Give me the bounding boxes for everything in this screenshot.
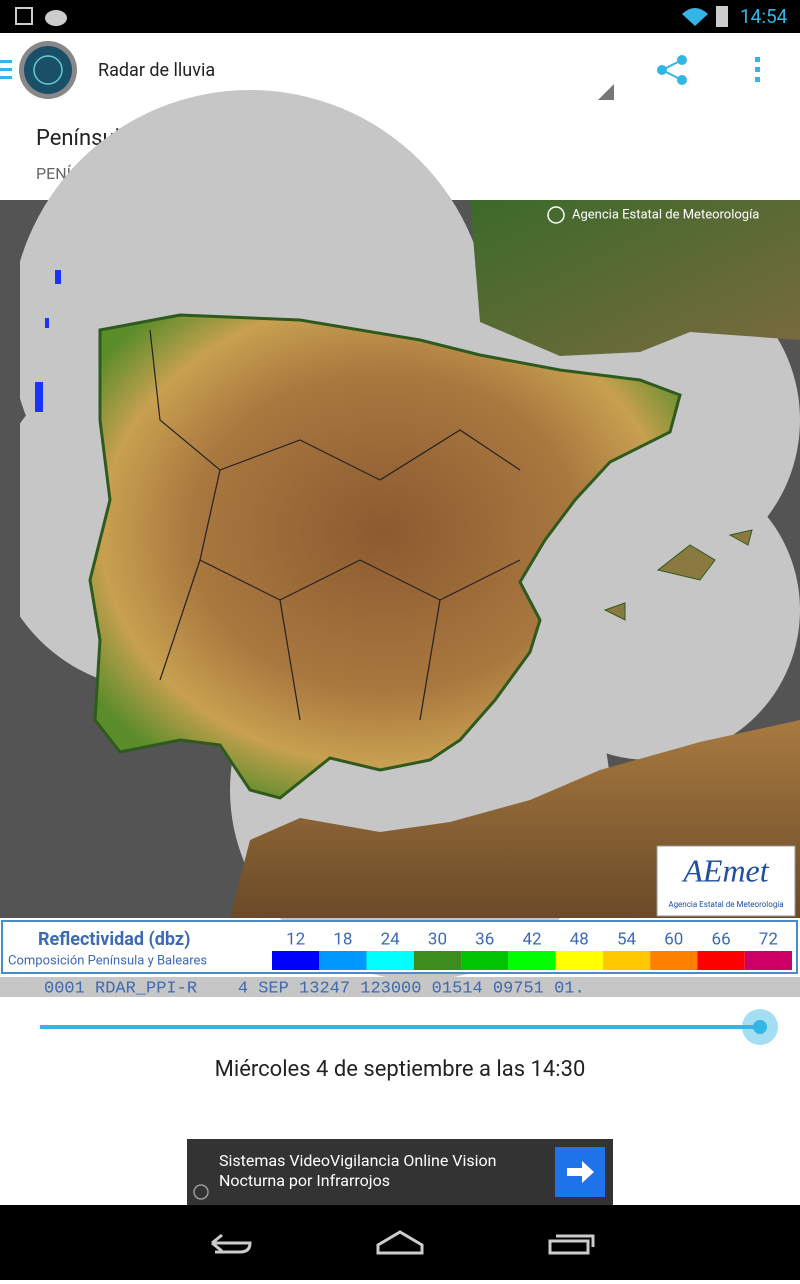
android-icon xyxy=(45,10,67,26)
share-button[interactable] xyxy=(657,55,687,85)
legend-level: 36 xyxy=(475,929,494,949)
legend-level: 60 xyxy=(664,929,683,949)
back-button[interactable] xyxy=(211,1233,252,1254)
legend-swatch xyxy=(366,951,414,970)
legend-level: 54 xyxy=(617,929,637,949)
status-bar xyxy=(0,0,800,33)
drawer-icon[interactable] xyxy=(0,60,12,79)
legend-swatch xyxy=(650,951,698,970)
legend-swatch xyxy=(744,951,792,970)
legend-level: 66 xyxy=(712,929,731,949)
spinner-arrow[interactable] xyxy=(598,84,614,100)
logo-subtitle: Agencia Estatal de Meteorología xyxy=(668,900,783,909)
legend-level: 42 xyxy=(522,929,541,949)
legend-swatch xyxy=(319,951,367,970)
legend-swatch xyxy=(413,951,462,970)
legend-swatch xyxy=(697,951,745,970)
timestamp: Miércoles 4 de septiembre a las 14:30 xyxy=(215,1057,586,1082)
nav-bar xyxy=(0,1205,800,1280)
ad-text: Sistemas VideoVigilancia Online Vision xyxy=(219,1151,496,1170)
overflow-menu[interactable] xyxy=(755,57,760,82)
legend-subtitle: Composición Península y Baleares xyxy=(8,953,207,968)
ticker: 0001 RDAR_PPI-R 4 SEP 13247 123000 01514… xyxy=(44,979,585,998)
ad-text: Nocturna por Infrarrojos xyxy=(219,1171,390,1190)
wifi-icon xyxy=(682,8,708,26)
legend-level: 30 xyxy=(428,929,447,949)
radar-map: Agencia Estatal de Meteorología AEmet Ag… xyxy=(0,90,800,980)
legend-level: 48 xyxy=(570,929,589,949)
clock: 14:54 xyxy=(740,5,788,28)
home-button[interactable] xyxy=(376,1230,424,1255)
download-icon xyxy=(15,7,33,25)
legend-level: 72 xyxy=(759,929,778,949)
legend: Reflectividad (dbz) Composición Penínsul… xyxy=(1,920,798,974)
ticker-bar xyxy=(0,977,800,997)
battery-icon xyxy=(716,6,728,27)
app-title: Radar de lluvia xyxy=(98,60,215,81)
legend-level: 12 xyxy=(286,929,305,949)
map-attribution: Agencia Estatal de Meteorología xyxy=(572,207,759,222)
legend-level: 18 xyxy=(333,929,352,949)
legend-swatch xyxy=(555,951,603,970)
aemet-logo xyxy=(656,845,796,917)
legend-title: Reflectividad (dbz) xyxy=(38,929,190,950)
legend-swatch xyxy=(508,951,556,970)
legend-level: 24 xyxy=(381,929,401,949)
legend-swatch xyxy=(272,951,320,970)
time-slider[interactable] xyxy=(40,1025,760,1029)
ad-banner[interactable]: Sistemas VideoVigilancia Online Vision N… xyxy=(187,1139,613,1205)
legend-swatch xyxy=(461,951,509,970)
recents-button[interactable] xyxy=(548,1234,595,1255)
legend-swatch xyxy=(602,951,651,970)
logo-name: AEmet xyxy=(681,852,769,888)
